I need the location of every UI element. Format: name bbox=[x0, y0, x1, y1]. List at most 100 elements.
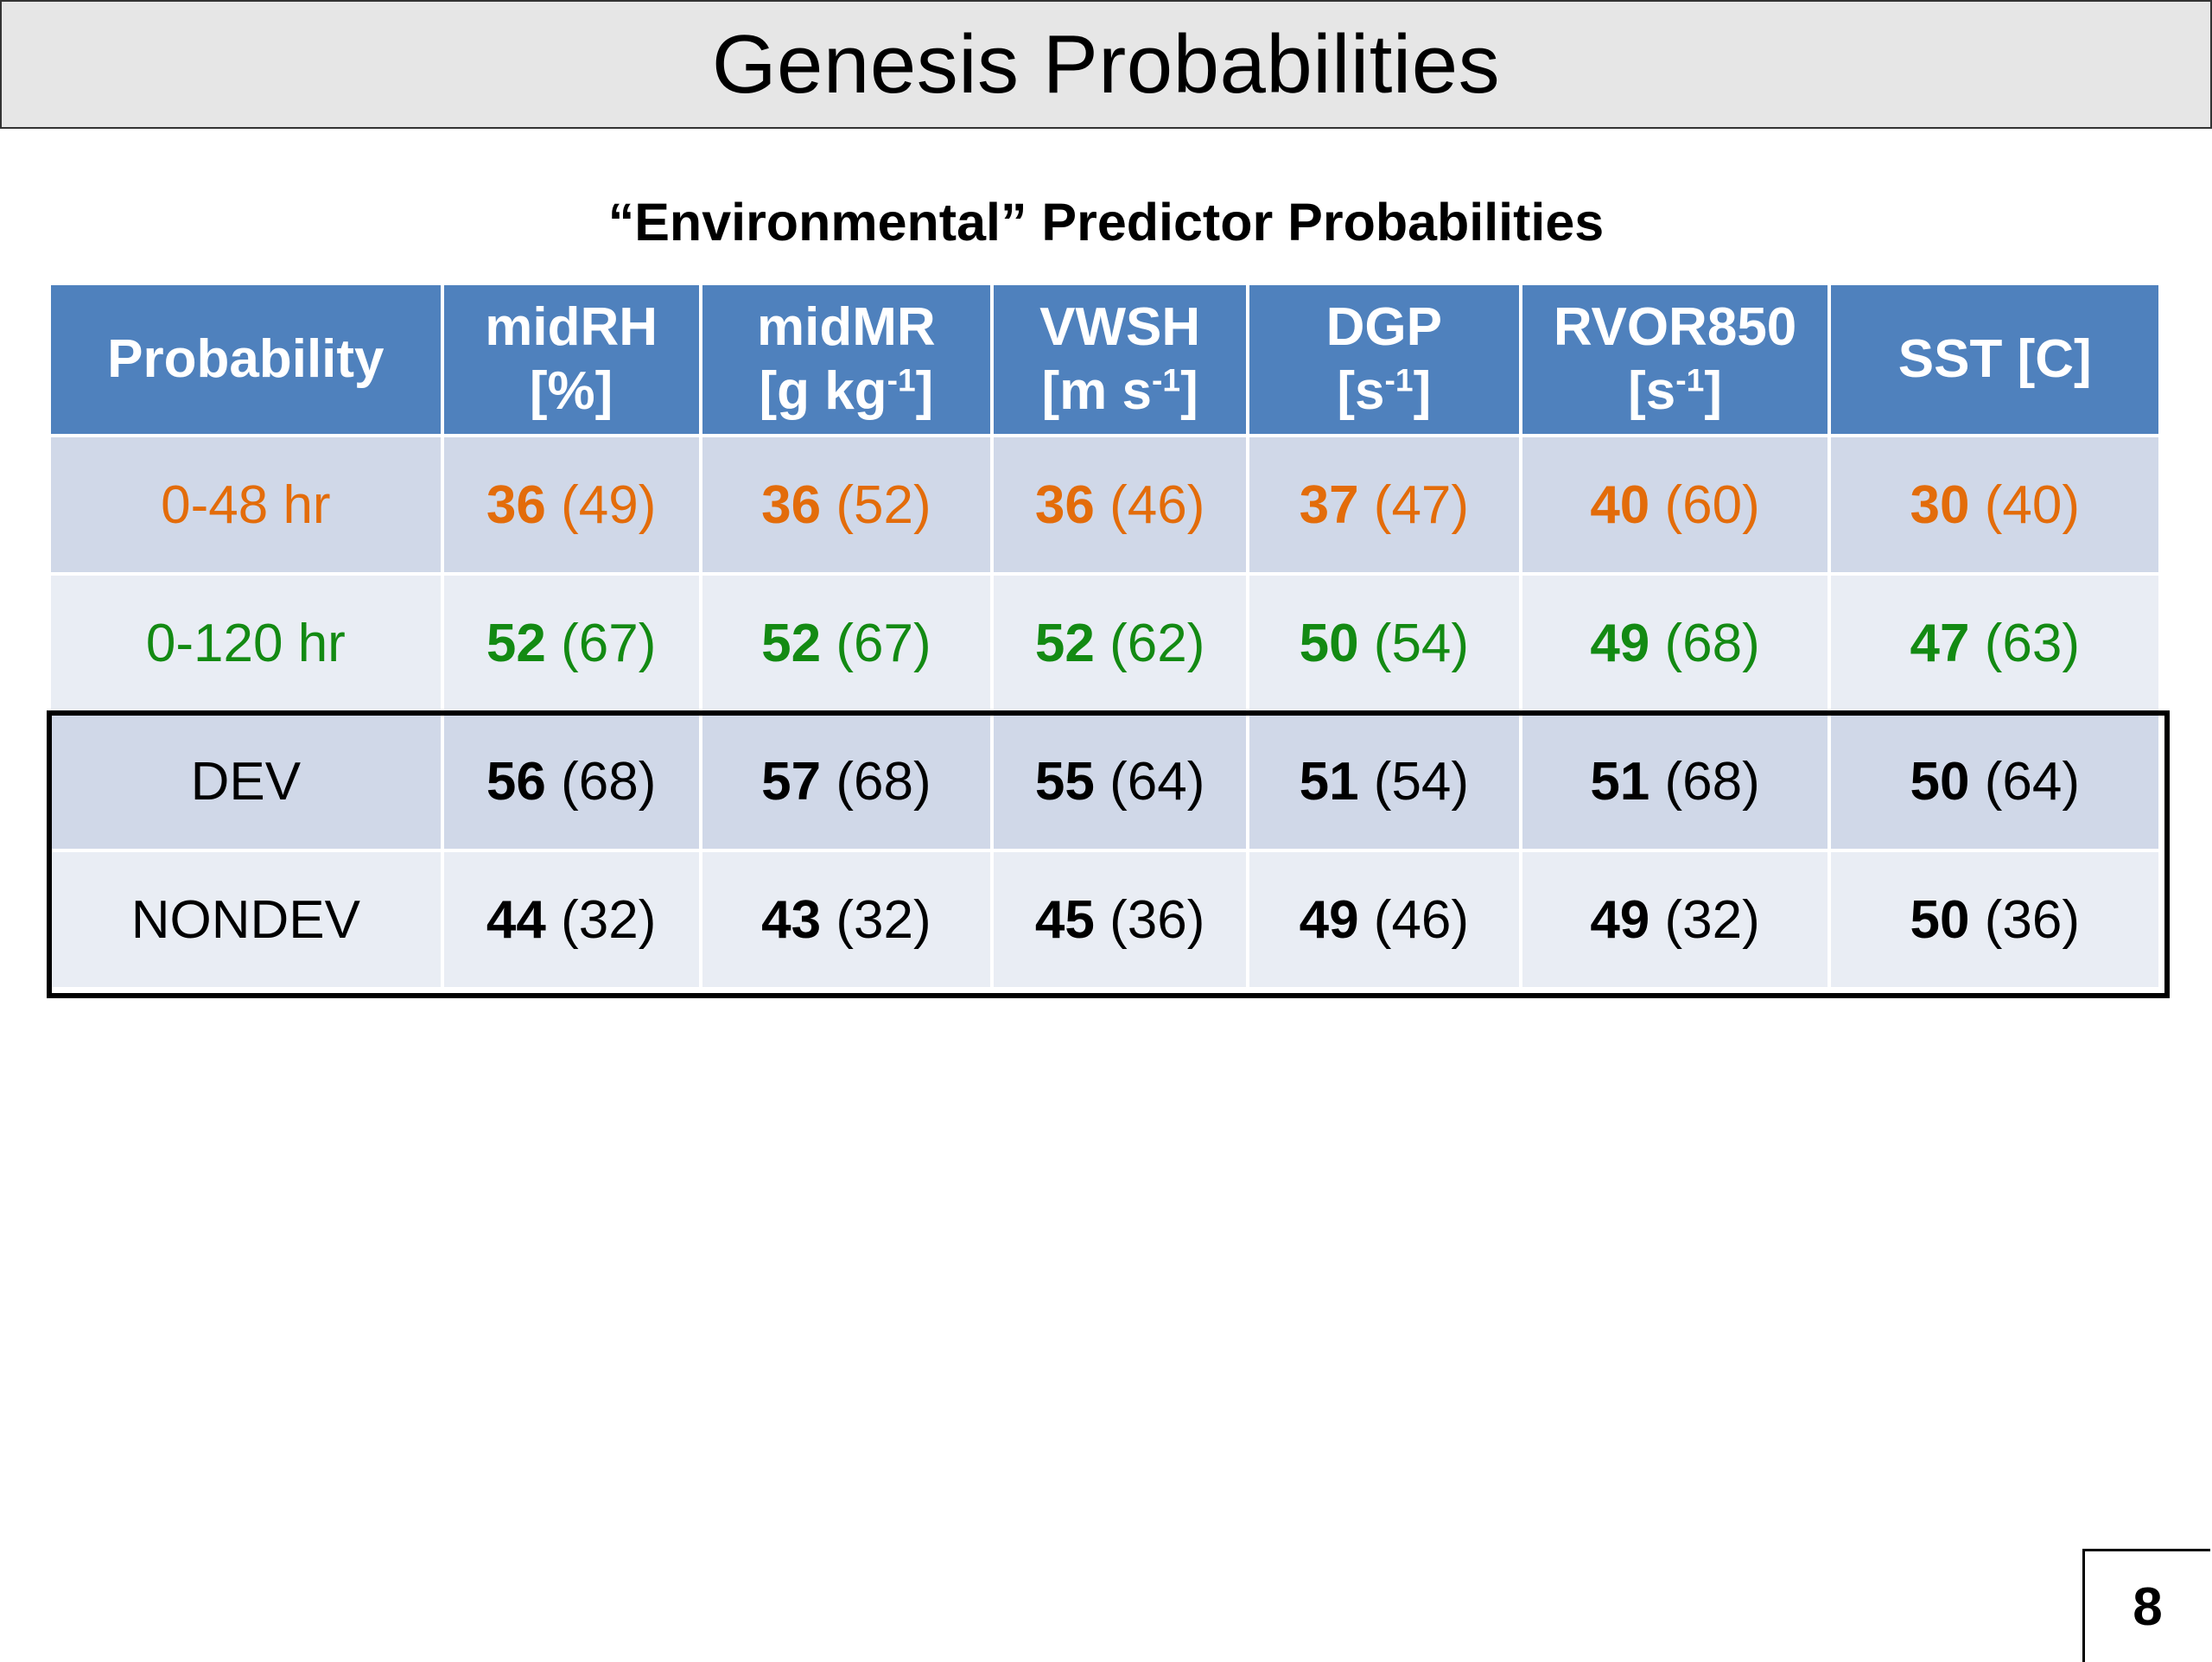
cell-primary-value: 45 bbox=[1034, 889, 1095, 950]
table-cell: 30 (40) bbox=[1831, 437, 2158, 572]
table-cell: 52 (62) bbox=[994, 576, 1247, 710]
cell-secondary-value: (54) bbox=[1373, 751, 1470, 812]
slide-title: Genesis Probabilities bbox=[711, 17, 1501, 111]
cell-primary-value: 49 bbox=[1590, 613, 1650, 673]
table-cell: 40 (60) bbox=[1522, 437, 1828, 572]
header-dgp: DGP [s-1] bbox=[1249, 285, 1519, 434]
table-cell: 47 (63) bbox=[1831, 576, 2158, 710]
row-label: 0-48 hr bbox=[51, 437, 441, 572]
header-probability: Probability bbox=[51, 285, 441, 434]
cell-secondary-value: (32) bbox=[1664, 889, 1760, 950]
header-row: Probability midRH [%] midMR [g kg-1] VWS… bbox=[51, 285, 2158, 434]
cell-secondary-value: (68) bbox=[836, 751, 931, 812]
cell-secondary-value: (52) bbox=[836, 474, 931, 535]
cell-primary-value: 52 bbox=[486, 613, 546, 673]
cell-primary-value: 49 bbox=[1299, 889, 1359, 950]
column-unit: [m s-1] bbox=[1041, 361, 1198, 421]
table-cell: 57 (68) bbox=[702, 714, 991, 849]
cell-secondary-value: (67) bbox=[561, 613, 657, 673]
cell-secondary-value: (68) bbox=[1664, 751, 1760, 812]
header-vwsh: VWSH [m s-1] bbox=[994, 285, 1247, 434]
table-cell: 49 (32) bbox=[1522, 852, 1828, 987]
table-row: 0-48 hr 36 (49) 36 (52) 36 (46) 37 (47) 40 (6… bbox=[51, 437, 2158, 572]
column-unit: [s-1] bbox=[1628, 361, 1722, 421]
table-cell: 51 (68) bbox=[1522, 714, 1828, 849]
cell-secondary-value: (32) bbox=[836, 889, 931, 950]
cell-primary-value: 51 bbox=[1590, 751, 1650, 812]
column-unit: [g kg-1] bbox=[759, 361, 934, 421]
cell-secondary-value: (68) bbox=[1664, 613, 1760, 673]
header-midmr: midMR [g kg-1] bbox=[702, 285, 991, 434]
cell-primary-value: 36 bbox=[1034, 474, 1095, 535]
cell-secondary-value: (54) bbox=[1373, 613, 1470, 673]
cell-primary-value: 52 bbox=[1034, 613, 1095, 673]
column-name: RVOR850 bbox=[1553, 296, 1797, 357]
predictor-probability-table: Probability midRH [%] midMR [g kg-1] VWS… bbox=[48, 282, 2162, 990]
header-rvor850: RVOR850 [s-1] bbox=[1522, 285, 1828, 434]
cell-primary-value: 36 bbox=[486, 474, 546, 535]
header-midrh: midRH [%] bbox=[443, 285, 699, 434]
cell-secondary-value: (46) bbox=[1109, 474, 1205, 535]
cell-secondary-value: (47) bbox=[1373, 474, 1470, 535]
cell-primary-value: 47 bbox=[1910, 613, 1970, 673]
column-name: VWSH bbox=[1039, 296, 1201, 357]
column-unit: [%] bbox=[529, 361, 613, 421]
table-cell: 44 (32) bbox=[443, 852, 699, 987]
cell-secondary-value: (64) bbox=[1984, 751, 2080, 812]
cell-primary-value: 44 bbox=[486, 889, 546, 950]
cell-primary-value: 50 bbox=[1910, 889, 1970, 950]
table-cell: 36 (52) bbox=[702, 437, 991, 572]
column-name: midMR bbox=[757, 296, 936, 357]
row-label: NONDEV bbox=[51, 852, 441, 987]
cell-primary-value: 40 bbox=[1590, 474, 1650, 535]
table-row: NONDEV 44 (32) 43 (32) 45 (36) 49 (46) 49 (32… bbox=[51, 852, 2158, 987]
column-name: SST [C] bbox=[1897, 328, 2092, 389]
table-cell: 49 (46) bbox=[1249, 852, 1519, 987]
row-label: 0-120 hr bbox=[51, 576, 441, 710]
table-cell: 50 (54) bbox=[1249, 576, 1519, 710]
table-cell: 51 (54) bbox=[1249, 714, 1519, 849]
table-cell: 37 (47) bbox=[1249, 437, 1519, 572]
cell-secondary-value: (49) bbox=[561, 474, 657, 535]
header-sst: SST [C] bbox=[1831, 285, 2158, 434]
table-caption: “Environmental” Predictor Probabilities bbox=[607, 193, 1605, 252]
cell-primary-value: 50 bbox=[1910, 751, 1970, 812]
table-cell: 36 (49) bbox=[443, 437, 699, 572]
cell-primary-value: 49 bbox=[1590, 889, 1650, 950]
table-cell: 49 (68) bbox=[1522, 576, 1828, 710]
column-unit: [s-1] bbox=[1337, 361, 1432, 421]
cell-secondary-value: (62) bbox=[1109, 613, 1205, 673]
cell-primary-value: 37 bbox=[1299, 474, 1359, 535]
table-cell: 50 (36) bbox=[1831, 852, 2158, 987]
column-name: midRH bbox=[485, 296, 658, 357]
cell-secondary-value: (63) bbox=[1984, 613, 2080, 673]
table-row: DEV 56 (68) 57 (68) 55 (64) 51 (54) 51 (68) 50… bbox=[51, 714, 2158, 849]
cell-primary-value: 57 bbox=[761, 751, 822, 812]
table-cell: 52 (67) bbox=[443, 576, 699, 710]
title-bar: Genesis Probabilities bbox=[0, 0, 2212, 129]
cell-secondary-value: (36) bbox=[1109, 889, 1205, 950]
cell-secondary-value: (40) bbox=[1984, 474, 2080, 535]
table-row: 0-120 hr 52 (67) 52 (67) 52 (62) 50 (54) 49 (… bbox=[51, 576, 2158, 710]
cell-secondary-value: (67) bbox=[836, 613, 931, 673]
table-cell: 43 (32) bbox=[702, 852, 991, 987]
cell-secondary-value: (36) bbox=[1984, 889, 2080, 950]
cell-primary-value: 30 bbox=[1910, 474, 1970, 535]
cell-primary-value: 55 bbox=[1034, 751, 1095, 812]
cell-secondary-value: (60) bbox=[1664, 474, 1760, 535]
table-cell: 52 (67) bbox=[702, 576, 991, 710]
cell-secondary-value: (46) bbox=[1373, 889, 1470, 950]
cell-primary-value: 56 bbox=[486, 751, 546, 812]
table-cell: 36 (46) bbox=[994, 437, 1247, 572]
column-name: DGP bbox=[1325, 296, 1442, 357]
cell-secondary-value: (64) bbox=[1109, 751, 1205, 812]
table-cell: 55 (64) bbox=[994, 714, 1247, 849]
cell-primary-value: 43 bbox=[761, 889, 822, 950]
table-cell: 50 (64) bbox=[1831, 714, 2158, 849]
table-cell: 45 (36) bbox=[994, 852, 1247, 987]
row-label: DEV bbox=[51, 714, 441, 849]
cell-secondary-value: (68) bbox=[561, 751, 657, 812]
cell-primary-value: 36 bbox=[761, 474, 822, 535]
table-cell: 56 (68) bbox=[443, 714, 699, 849]
page-number: 8 bbox=[2082, 1549, 2210, 1662]
